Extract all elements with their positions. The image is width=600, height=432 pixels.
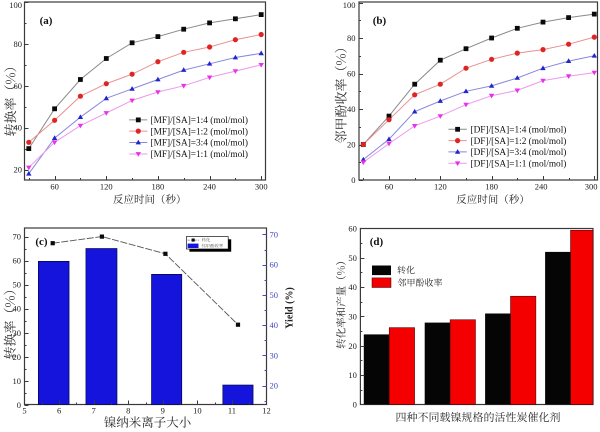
- svg-text:240: 240: [203, 182, 216, 192]
- svg-text:6: 6: [57, 406, 61, 416]
- svg-text:9: 9: [161, 406, 165, 416]
- svg-text:20: 20: [14, 165, 23, 175]
- svg-text:Yield (%): Yield (%): [285, 287, 296, 329]
- svg-text:60: 60: [385, 182, 394, 192]
- svg-text:[MF]/[SA]=3:4 (mol/mol): [MF]/[SA]=3:4 (mol/mol): [151, 138, 248, 149]
- svg-text:20: 20: [347, 140, 356, 150]
- svg-text:240: 240: [535, 182, 548, 192]
- svg-text:30: 30: [348, 311, 357, 321]
- svg-text:(a): (a): [40, 15, 53, 27]
- svg-text:40: 40: [270, 320, 279, 330]
- svg-text:120: 120: [434, 182, 447, 192]
- svg-text:0: 0: [353, 400, 357, 410]
- svg-text:40: 40: [13, 304, 22, 314]
- svg-text:(c): (c): [35, 236, 48, 248]
- svg-text:11: 11: [228, 406, 236, 416]
- svg-text:60: 60: [347, 69, 356, 79]
- svg-text:[DF]/[SA]=1:2 (mol/mol): [DF]/[SA]=1:2 (mol/mol): [471, 136, 567, 147]
- svg-text:180: 180: [152, 182, 165, 192]
- svg-text:70: 70: [270, 230, 279, 240]
- svg-text:30: 30: [13, 328, 22, 338]
- svg-text:(b): (b): [373, 15, 387, 27]
- svg-text:300: 300: [255, 182, 268, 192]
- svg-text:0: 0: [351, 175, 355, 185]
- svg-text:40: 40: [14, 123, 23, 133]
- svg-text:50: 50: [348, 253, 357, 263]
- svg-text:7: 7: [92, 406, 96, 416]
- svg-text:80: 80: [14, 39, 23, 49]
- svg-text:20: 20: [348, 341, 357, 351]
- svg-text:50: 50: [270, 290, 279, 300]
- svg-text:60: 60: [348, 223, 357, 233]
- svg-text:120: 120: [100, 182, 113, 192]
- svg-text:10: 10: [193, 406, 202, 416]
- svg-text:12: 12: [262, 406, 271, 416]
- svg-text:10: 10: [13, 376, 22, 386]
- svg-text:8: 8: [126, 406, 130, 416]
- svg-text:[DF]/[SA]=1:4 (mol/mol): [DF]/[SA]=1:4 (mol/mol): [471, 125, 567, 136]
- svg-text:30: 30: [270, 350, 279, 360]
- svg-text:180: 180: [485, 182, 498, 192]
- svg-text:5: 5: [22, 406, 26, 416]
- svg-text:60: 60: [270, 260, 279, 270]
- svg-text:100: 100: [9, 0, 22, 10]
- svg-text:[MF]/[SA]=1:1 (mol/mol): [MF]/[SA]=1:1 (mol/mol): [151, 149, 248, 160]
- svg-text:50: 50: [13, 280, 22, 290]
- svg-text:[DF]/[SA]=3:4 (mol/mol): [DF]/[SA]=3:4 (mol/mol): [471, 147, 567, 158]
- svg-text:20: 20: [270, 381, 279, 391]
- svg-text:40: 40: [348, 282, 357, 292]
- svg-text:[DF]/[SA]=1:1 (mol/mol): [DF]/[SA]=1:1 (mol/mol): [471, 159, 567, 170]
- svg-text:300: 300: [585, 182, 598, 192]
- svg-text:60: 60: [13, 256, 22, 266]
- svg-text:60: 60: [14, 81, 23, 91]
- svg-text:10: 10: [348, 370, 357, 380]
- svg-text:60: 60: [50, 182, 59, 192]
- svg-text:[MF]/[SA]=1:4 (mol/mol): [MF]/[SA]=1:4 (mol/mol): [151, 115, 248, 126]
- svg-text:70: 70: [13, 232, 22, 242]
- svg-text:40: 40: [347, 104, 356, 114]
- svg-text:(d): (d): [370, 236, 384, 248]
- svg-text:100: 100: [343, 0, 356, 10]
- svg-text:20: 20: [13, 352, 22, 362]
- svg-text:0: 0: [17, 400, 21, 410]
- svg-text:80: 80: [347, 33, 356, 43]
- svg-text:[MF]/[SA]=1:2 (mol/mol): [MF]/[SA]=1:2 (mol/mol): [151, 126, 248, 137]
